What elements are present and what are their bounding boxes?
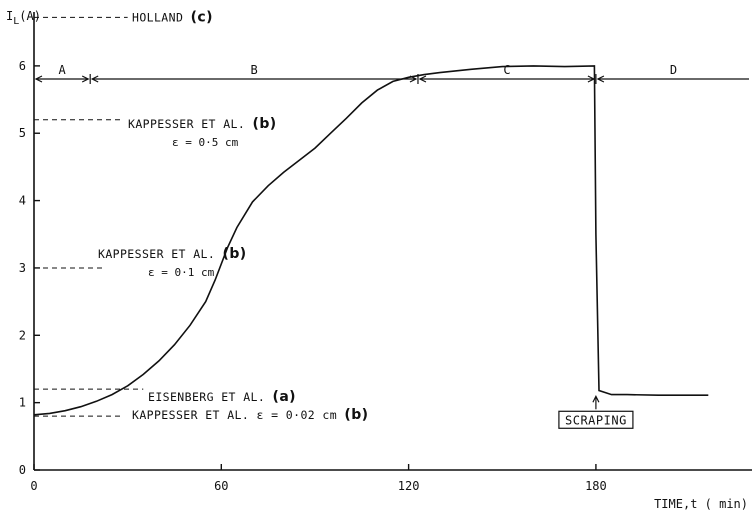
region-label: C <box>503 63 510 77</box>
region-arrow-left <box>90 75 99 83</box>
reference-line-group: KAPPESSER ET AL. (b) ε = 0·1 cm <box>34 246 247 279</box>
annotation-label: SCRAPING <box>565 413 627 427</box>
region-label: D <box>670 63 677 77</box>
series-line <box>33 65 709 416</box>
annotation-arrowhead <box>592 394 600 403</box>
region-bar: A B C D <box>34 63 749 84</box>
region-d: D <box>596 63 749 83</box>
region-arrow-left <box>596 75 605 83</box>
reference-epsilon: ε = 0·5 cm <box>172 136 239 149</box>
y-axis-title: IL(A) <box>6 9 41 27</box>
region-c: C <box>418 63 597 84</box>
x-tick-label: 60 <box>214 479 228 493</box>
region-label: B <box>250 63 257 77</box>
x-tick-label: 0 <box>30 479 37 493</box>
reference-line-group: KAPPESSER ET AL. ε = 0·02 cm (b) <box>34 407 368 423</box>
region-arrow-left <box>418 75 427 83</box>
reference-line-group: EISENBERG ET AL. (a) <box>34 388 296 405</box>
region-arrow-right <box>81 75 90 83</box>
region-arrow-left <box>34 75 43 83</box>
y-tick-label: 5 <box>19 126 26 140</box>
x-axis-title: TIME,t ( min) <box>654 497 748 511</box>
reference-label: EISENBERG ET AL. (a) <box>148 389 296 405</box>
reference-label: KAPPESSER ET AL. ε = 0·02 cm (b) <box>132 407 368 423</box>
y-tick-label: 0 <box>19 463 26 477</box>
reference-label: HOLLAND (c) <box>132 9 213 25</box>
region-label: A <box>58 63 66 77</box>
y-tick-label: 3 <box>19 261 26 275</box>
y-tick-label: 2 <box>19 328 26 342</box>
reference-line-group: HOLLAND (c) <box>34 9 213 25</box>
annotations: SCRAPING <box>558 394 634 429</box>
reference-label: KAPPESSER ET AL. (b) <box>128 116 277 132</box>
scraping-annotation: SCRAPING <box>558 394 634 429</box>
annotation-box <box>558 410 634 429</box>
y-tick-label: 1 <box>19 396 26 410</box>
series <box>33 65 709 416</box>
reference-epsilon: ε = 0·1 cm <box>148 266 215 279</box>
region-b: B <box>90 63 419 84</box>
y-tick-label: 4 <box>19 194 26 208</box>
x-tick-label: 180 <box>585 479 607 493</box>
y-tick-label: 6 <box>19 59 26 73</box>
reference-lines: HOLLAND (c) KAPPESSER ET AL. (b) ε = 0·5 c… <box>34 9 368 423</box>
region-a: A <box>34 63 91 84</box>
reference-line-group: KAPPESSER ET AL. (b) ε = 0·5 cm <box>34 116 277 149</box>
reference-label: KAPPESSER ET AL. (b) <box>98 246 247 262</box>
x-tick-label: 120 <box>398 479 420 493</box>
